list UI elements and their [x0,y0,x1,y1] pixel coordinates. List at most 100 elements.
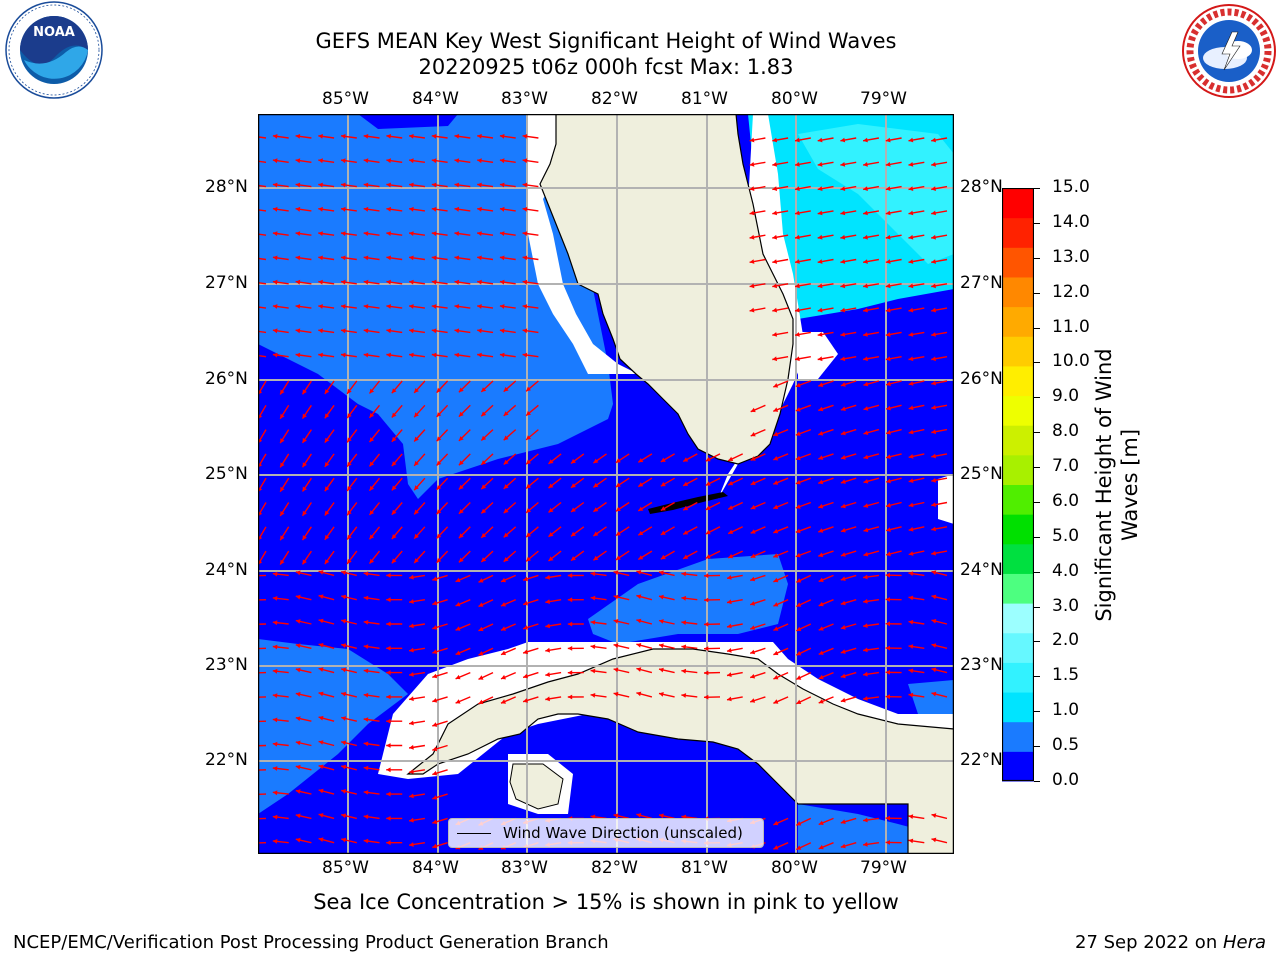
wave-arrow-head [503,386,509,392]
wave-arrow-head [363,790,369,795]
wave-arrow-head [478,675,484,680]
wave-arrow-head [409,231,414,236]
wave-arrow-head [295,813,301,819]
wave-arrow-head [522,328,528,334]
colorbar-tick-mark [1034,781,1040,782]
wave-arrow-head [750,407,756,413]
colorbar-segment [1002,484,1034,515]
wave-arrow [258,574,267,577]
wave-arrow-head [772,234,778,240]
wave-arrow-head [773,456,779,461]
wave-arrow-head [727,575,732,580]
wave-arrow-head [477,231,482,236]
wave-arrow-head [454,279,460,285]
wave-arrow-head [908,526,914,532]
wave-arrow-head [414,460,419,466]
wave-arrow-head [795,382,801,388]
wave-arrow-head [795,504,801,509]
wave-arrow-head [409,744,414,750]
wave-arrow-head [795,283,800,289]
wave-arrow-head [318,206,323,212]
wave-arrow-head [409,817,414,823]
legend-label: Wind Wave Direction (unscaled) [503,824,743,842]
legend-line-icon [457,832,491,834]
wave-arrow-head [840,673,846,679]
wave-arrow-head [324,389,330,394]
wave-arrow-head [363,134,369,139]
wave-arrow-head [931,307,936,313]
wave-arrow-head [750,576,756,582]
colorbar-tick-mark [1034,746,1040,748]
wave-arrow-head [773,602,779,607]
wave-arrow-head [295,667,301,673]
wave-arrow-head [660,506,666,511]
wave-arrow-head [318,813,324,818]
wave-arrow-head [840,527,846,533]
wave-arrow-head [369,412,375,418]
footer-host: Hera [1222,932,1266,953]
colorbar-segment [1002,603,1034,634]
wave-arrow-head [681,668,687,674]
wave-arrow-head [478,626,484,632]
wave-arrow-head [501,626,506,631]
colorbar-label: Significant Height of Wind Waves [m] [1092,348,1142,622]
wave-arrow-head [501,650,506,656]
wave-arrow-head [386,206,391,212]
wave-arrow-head [386,743,391,748]
wave-arrow-head [295,158,301,164]
wave-arrow [258,769,267,771]
wave-arrow-head [295,837,301,843]
wave-arrow-head [432,722,438,727]
land-cuba [406,648,954,854]
wave-arrow-head [908,478,914,483]
wave-arrow-head [908,210,914,216]
wave-arrow-head [341,134,346,139]
wave-arrow-head [659,594,664,600]
wave-arrow-head [523,625,528,630]
wave-arrow-head [750,625,756,630]
wave-arrow-head [931,210,936,216]
wave-arrow-head [295,692,301,697]
wave-arrow-head [636,667,642,672]
wave-arrow-head [863,503,869,508]
wave-arrow-head [796,578,802,583]
wave-arrow-head [863,454,869,460]
wave-arrow-head [369,510,375,515]
wave-arrow-head [318,715,324,721]
wave-arrow-head [431,158,437,164]
right-lat-tick: 25°N [960,464,1003,484]
wave-arrow-head [481,557,487,562]
wave-arrow-head [501,602,506,607]
wave-arrow-head [840,382,846,387]
wave-arrow-head [817,259,823,264]
wave-arrow-head [750,529,756,534]
wave-arrow-head [477,352,482,358]
wave-arrow-head [773,626,779,631]
right-lat-tick: 26°N [960,369,1003,389]
wave-arrow [258,793,267,796]
wave-arrow-head [613,643,619,648]
wave-arrow-head [272,717,278,723]
wave-arrow-head [638,482,644,487]
wave-arrow-head [750,674,756,679]
colorbar-tick-label: 12.0 [1052,281,1090,302]
wave-arrow-head [683,530,689,535]
wave-arrow-head [681,693,687,698]
wave-arrow-head [571,458,576,464]
wave-arrow-head [863,406,869,411]
noaa-logo-icon: NOAA [5,1,103,99]
wave-arrow-head [455,650,461,655]
colorbar-tick-mark [1034,362,1040,364]
wave-arrow-head [613,667,619,673]
wave-arrow-head [386,694,391,700]
wave-arrow-head [772,356,778,362]
wave-arrow-head [908,454,914,459]
wave-arrow-head [705,457,711,462]
top-lon-tick: 82°W [591,89,638,109]
wave-arrow-head [477,206,482,212]
wave-arrow-head [318,255,323,261]
wave-arrow-head [863,479,869,484]
wave-arrow-head [885,645,890,651]
wave-arrow-head [749,307,755,313]
wave-arrow-head [481,484,487,490]
